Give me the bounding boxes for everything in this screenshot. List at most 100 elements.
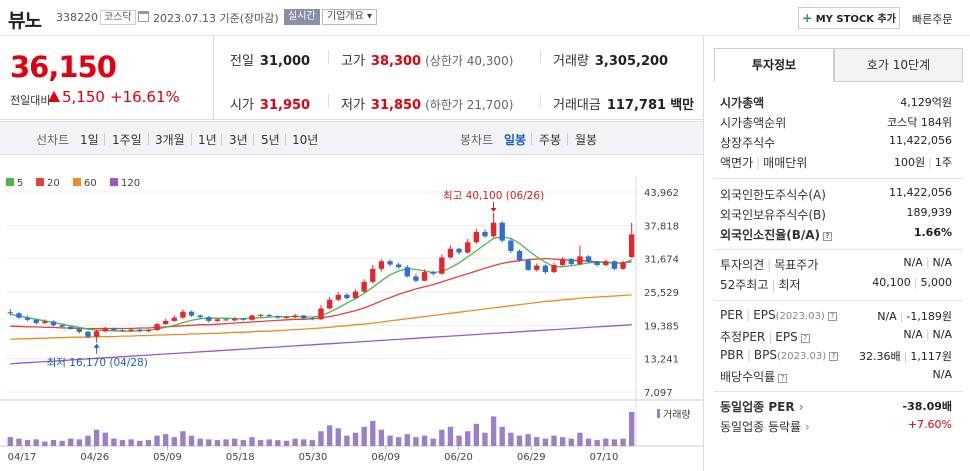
range-1y[interactable]: 1년 bbox=[198, 133, 217, 147]
tab-investment-info[interactable]: 투자정보 bbox=[714, 48, 834, 82]
range-10y[interactable]: 10년 bbox=[292, 133, 319, 147]
candle-body bbox=[171, 317, 177, 321]
estimated-per-row: 추정PER | EPS? N/A | N/A bbox=[720, 328, 952, 344]
volume-bar bbox=[620, 438, 626, 446]
candle-body bbox=[223, 319, 229, 321]
y-tick-label: 43,962 bbox=[644, 188, 679, 199]
market-cap-row: 시가총액 4,129억원 bbox=[720, 96, 952, 110]
candle-body bbox=[240, 318, 247, 320]
volume-bar bbox=[137, 440, 143, 446]
par-value-row: 액면가 | 매매단위 100원 | 1주 bbox=[720, 156, 952, 170]
quick-order-link[interactable]: 빠른주문 bbox=[912, 13, 953, 26]
volume-bar bbox=[525, 434, 531, 446]
candle-body bbox=[439, 257, 445, 274]
volume-bar bbox=[128, 439, 134, 446]
x-tick-label: 06/29 bbox=[517, 452, 546, 463]
candle-body bbox=[542, 265, 549, 273]
current-price: 36,150 bbox=[10, 50, 117, 84]
candle-body bbox=[378, 261, 385, 269]
candle-body bbox=[516, 250, 523, 261]
help-icon[interactable]: ? bbox=[778, 374, 788, 383]
period-monthly[interactable]: 월봉 bbox=[575, 133, 598, 147]
range-3m[interactable]: 3개월 bbox=[155, 133, 185, 147]
help-icon[interactable]: ? bbox=[823, 232, 833, 241]
legend-label: 20 bbox=[47, 178, 60, 189]
range-5y[interactable]: 5년 bbox=[261, 133, 280, 147]
volume-bar bbox=[301, 439, 307, 446]
help-icon[interactable]: ? bbox=[800, 334, 810, 343]
x-tick-label: 05/30 bbox=[299, 452, 328, 463]
candle-body bbox=[197, 315, 203, 318]
ma120-line bbox=[10, 324, 632, 365]
candle-body bbox=[102, 328, 108, 332]
range-1w[interactable]: 1주일 bbox=[112, 133, 142, 147]
candle-body bbox=[301, 315, 307, 319]
candle-body bbox=[128, 329, 134, 331]
price-chart[interactable]: 5 20 60 120 43,962 37,818 31,674 25,529 19,385 13… bbox=[0, 156, 703, 471]
volume-bar bbox=[223, 439, 229, 446]
volume-bar bbox=[603, 438, 609, 446]
foreign-ratio-row: 외국인소진율(B/A)? 1.66% bbox=[720, 226, 952, 242]
volume-bar bbox=[180, 431, 186, 446]
volume-bar bbox=[473, 423, 480, 446]
volume-bar bbox=[611, 439, 618, 446]
volume-bar bbox=[352, 432, 359, 446]
volume-bar bbox=[232, 438, 238, 446]
period-daily[interactable]: 일봉 bbox=[504, 133, 527, 147]
candle-body bbox=[490, 222, 497, 237]
change-label: 전일대비 bbox=[10, 94, 51, 107]
candle-body bbox=[275, 316, 281, 318]
candle-body bbox=[257, 314, 264, 316]
candle-body bbox=[266, 314, 272, 317]
price-summary: 36,150 전일대비 5,150 +16.61% 전일 31,000 고가 38,… bbox=[0, 36, 703, 120]
volume-bar bbox=[93, 429, 100, 446]
help-icon[interactable]: ? bbox=[827, 312, 837, 321]
volume-bar bbox=[33, 439, 39, 446]
candle-body bbox=[68, 326, 74, 330]
volume-bar bbox=[430, 438, 436, 446]
company-overview-dropdown[interactable]: 기업개요 ▾ bbox=[322, 9, 378, 25]
candle-body bbox=[344, 294, 350, 299]
volume-bar bbox=[370, 420, 376, 446]
legend-label: 5 bbox=[17, 178, 23, 189]
volume-bar bbox=[162, 434, 169, 446]
volume-bar bbox=[145, 440, 152, 446]
range-3y[interactable]: 3년 bbox=[229, 133, 248, 147]
volume-bar bbox=[76, 439, 83, 446]
period-weekly[interactable]: 주봉 bbox=[539, 133, 562, 147]
candle-body bbox=[335, 294, 341, 300]
tab-hoga-10[interactable]: 호가 10단계 bbox=[834, 48, 963, 82]
basis-date: 2023.07.13 기준(장마감) bbox=[153, 12, 279, 25]
candle-body bbox=[50, 321, 57, 326]
realtime-button[interactable]: 실시간 bbox=[284, 9, 320, 25]
change-value: 5,150 bbox=[48, 88, 105, 106]
volume-bar bbox=[344, 435, 350, 446]
volume-bar bbox=[240, 440, 247, 446]
stock-code: 338220 bbox=[56, 11, 98, 24]
candle-body bbox=[508, 240, 514, 251]
help-icon[interactable]: ? bbox=[829, 352, 839, 361]
volume-bar bbox=[206, 439, 212, 446]
y-tick-label: 31,674 bbox=[644, 255, 679, 266]
range-1d[interactable]: 1일 bbox=[80, 133, 99, 147]
investment-opinion-row: 투자의견 | 목표주가 N/A | N/A bbox=[720, 256, 952, 272]
legend-label: 120 bbox=[121, 178, 140, 189]
market-badge: 코스닥 bbox=[100, 10, 136, 25]
volume-bar bbox=[361, 426, 367, 446]
line-chart-label: 선차트 bbox=[36, 133, 70, 147]
candle-body bbox=[430, 272, 436, 274]
candle-body bbox=[611, 261, 618, 269]
candle-body bbox=[629, 234, 635, 258]
candle-body bbox=[180, 311, 186, 318]
candle-body bbox=[93, 331, 100, 337]
per-eps-row: PER | EPS(2023.03)? N/A | -1,189원 bbox=[720, 308, 952, 323]
add-my-stock-button[interactable]: + MY STOCK 추가 bbox=[798, 7, 900, 29]
candle-body bbox=[309, 318, 316, 320]
candle-body bbox=[603, 261, 609, 266]
y-tick-label: 7,097 bbox=[644, 388, 673, 399]
y-tick-label: 19,385 bbox=[644, 321, 679, 332]
legend-swatch bbox=[36, 178, 44, 186]
candle-body bbox=[577, 256, 583, 264]
volume-bar bbox=[249, 437, 255, 446]
candle-body bbox=[465, 242, 471, 253]
